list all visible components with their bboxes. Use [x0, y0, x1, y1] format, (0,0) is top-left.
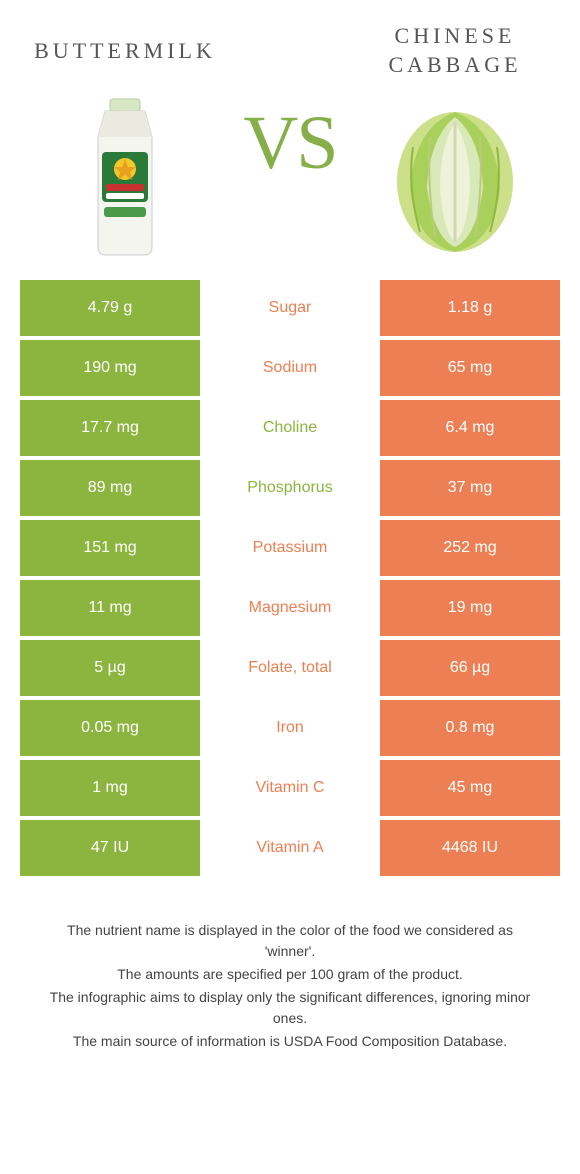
right-value: 65 mg: [380, 340, 560, 396]
table-row: 17.7 mgCholine6.4 mg: [20, 400, 560, 456]
footer-line: The infographic aims to display only the…: [40, 987, 540, 1029]
nutrient-label: Vitamin C: [200, 760, 380, 816]
nutrient-label: Iron: [200, 700, 380, 756]
footer-line: The main source of information is USDA F…: [40, 1031, 540, 1052]
nutrient-label: Sugar: [200, 280, 380, 336]
table-row: 4.79 gSugar1.18 g: [20, 280, 560, 336]
cabbage-image: [380, 92, 530, 262]
vs-text: VS: [243, 100, 336, 187]
left-value: 1 mg: [20, 760, 200, 816]
nutrient-label: Potassium: [200, 520, 380, 576]
left-value: 5 µg: [20, 640, 200, 696]
table-row: 190 mgSodium65 mg: [20, 340, 560, 396]
nutrient-label: Sodium: [200, 340, 380, 396]
nutrient-label: Folate, total: [200, 640, 380, 696]
nutrient-label: Magnesium: [200, 580, 380, 636]
header: BUTTERMILK VS CHINESE CABBAGE: [0, 0, 580, 280]
food-left-title: BUTTERMILK: [34, 20, 216, 82]
footer-notes: The nutrient name is displayed in the co…: [0, 880, 580, 1052]
right-value: 0.8 mg: [380, 700, 560, 756]
nutrient-label: Phosphorus: [200, 460, 380, 516]
left-value: 0.05 mg: [20, 700, 200, 756]
left-value: 4.79 g: [20, 280, 200, 336]
left-value: 11 mg: [20, 580, 200, 636]
food-right-title: CHINESE CABBAGE: [350, 20, 560, 82]
food-right-column: CHINESE CABBAGE: [350, 20, 560, 262]
table-row: 47 IUVitamin A4468 IU: [20, 820, 560, 876]
left-value: 17.7 mg: [20, 400, 200, 456]
left-value: 47 IU: [20, 820, 200, 876]
left-value: 190 mg: [20, 340, 200, 396]
nutrient-label: Vitamin A: [200, 820, 380, 876]
right-value: 252 mg: [380, 520, 560, 576]
nutrient-label: Choline: [200, 400, 380, 456]
right-value: 6.4 mg: [380, 400, 560, 456]
right-value: 66 µg: [380, 640, 560, 696]
left-value: 151 mg: [20, 520, 200, 576]
table-row: 151 mgPotassium252 mg: [20, 520, 560, 576]
vs-divider: VS: [230, 20, 350, 187]
right-value: 45 mg: [380, 760, 560, 816]
buttermilk-image: [50, 92, 200, 262]
table-row: 5 µgFolate, total66 µg: [20, 640, 560, 696]
table-row: 0.05 mgIron0.8 mg: [20, 700, 560, 756]
table-row: 11 mgMagnesium19 mg: [20, 580, 560, 636]
footer-line: The nutrient name is displayed in the co…: [40, 920, 540, 962]
right-value: 37 mg: [380, 460, 560, 516]
right-value: 19 mg: [380, 580, 560, 636]
footer-line: The amounts are specified per 100 gram o…: [40, 964, 540, 985]
left-value: 89 mg: [20, 460, 200, 516]
right-value: 1.18 g: [380, 280, 560, 336]
table-row: 89 mgPhosphorus37 mg: [20, 460, 560, 516]
right-value: 4468 IU: [380, 820, 560, 876]
food-left-column: BUTTERMILK: [20, 20, 230, 262]
nutrient-table: 4.79 gSugar1.18 g190 mgSodium65 mg17.7 m…: [0, 280, 580, 876]
table-row: 1 mgVitamin C45 mg: [20, 760, 560, 816]
